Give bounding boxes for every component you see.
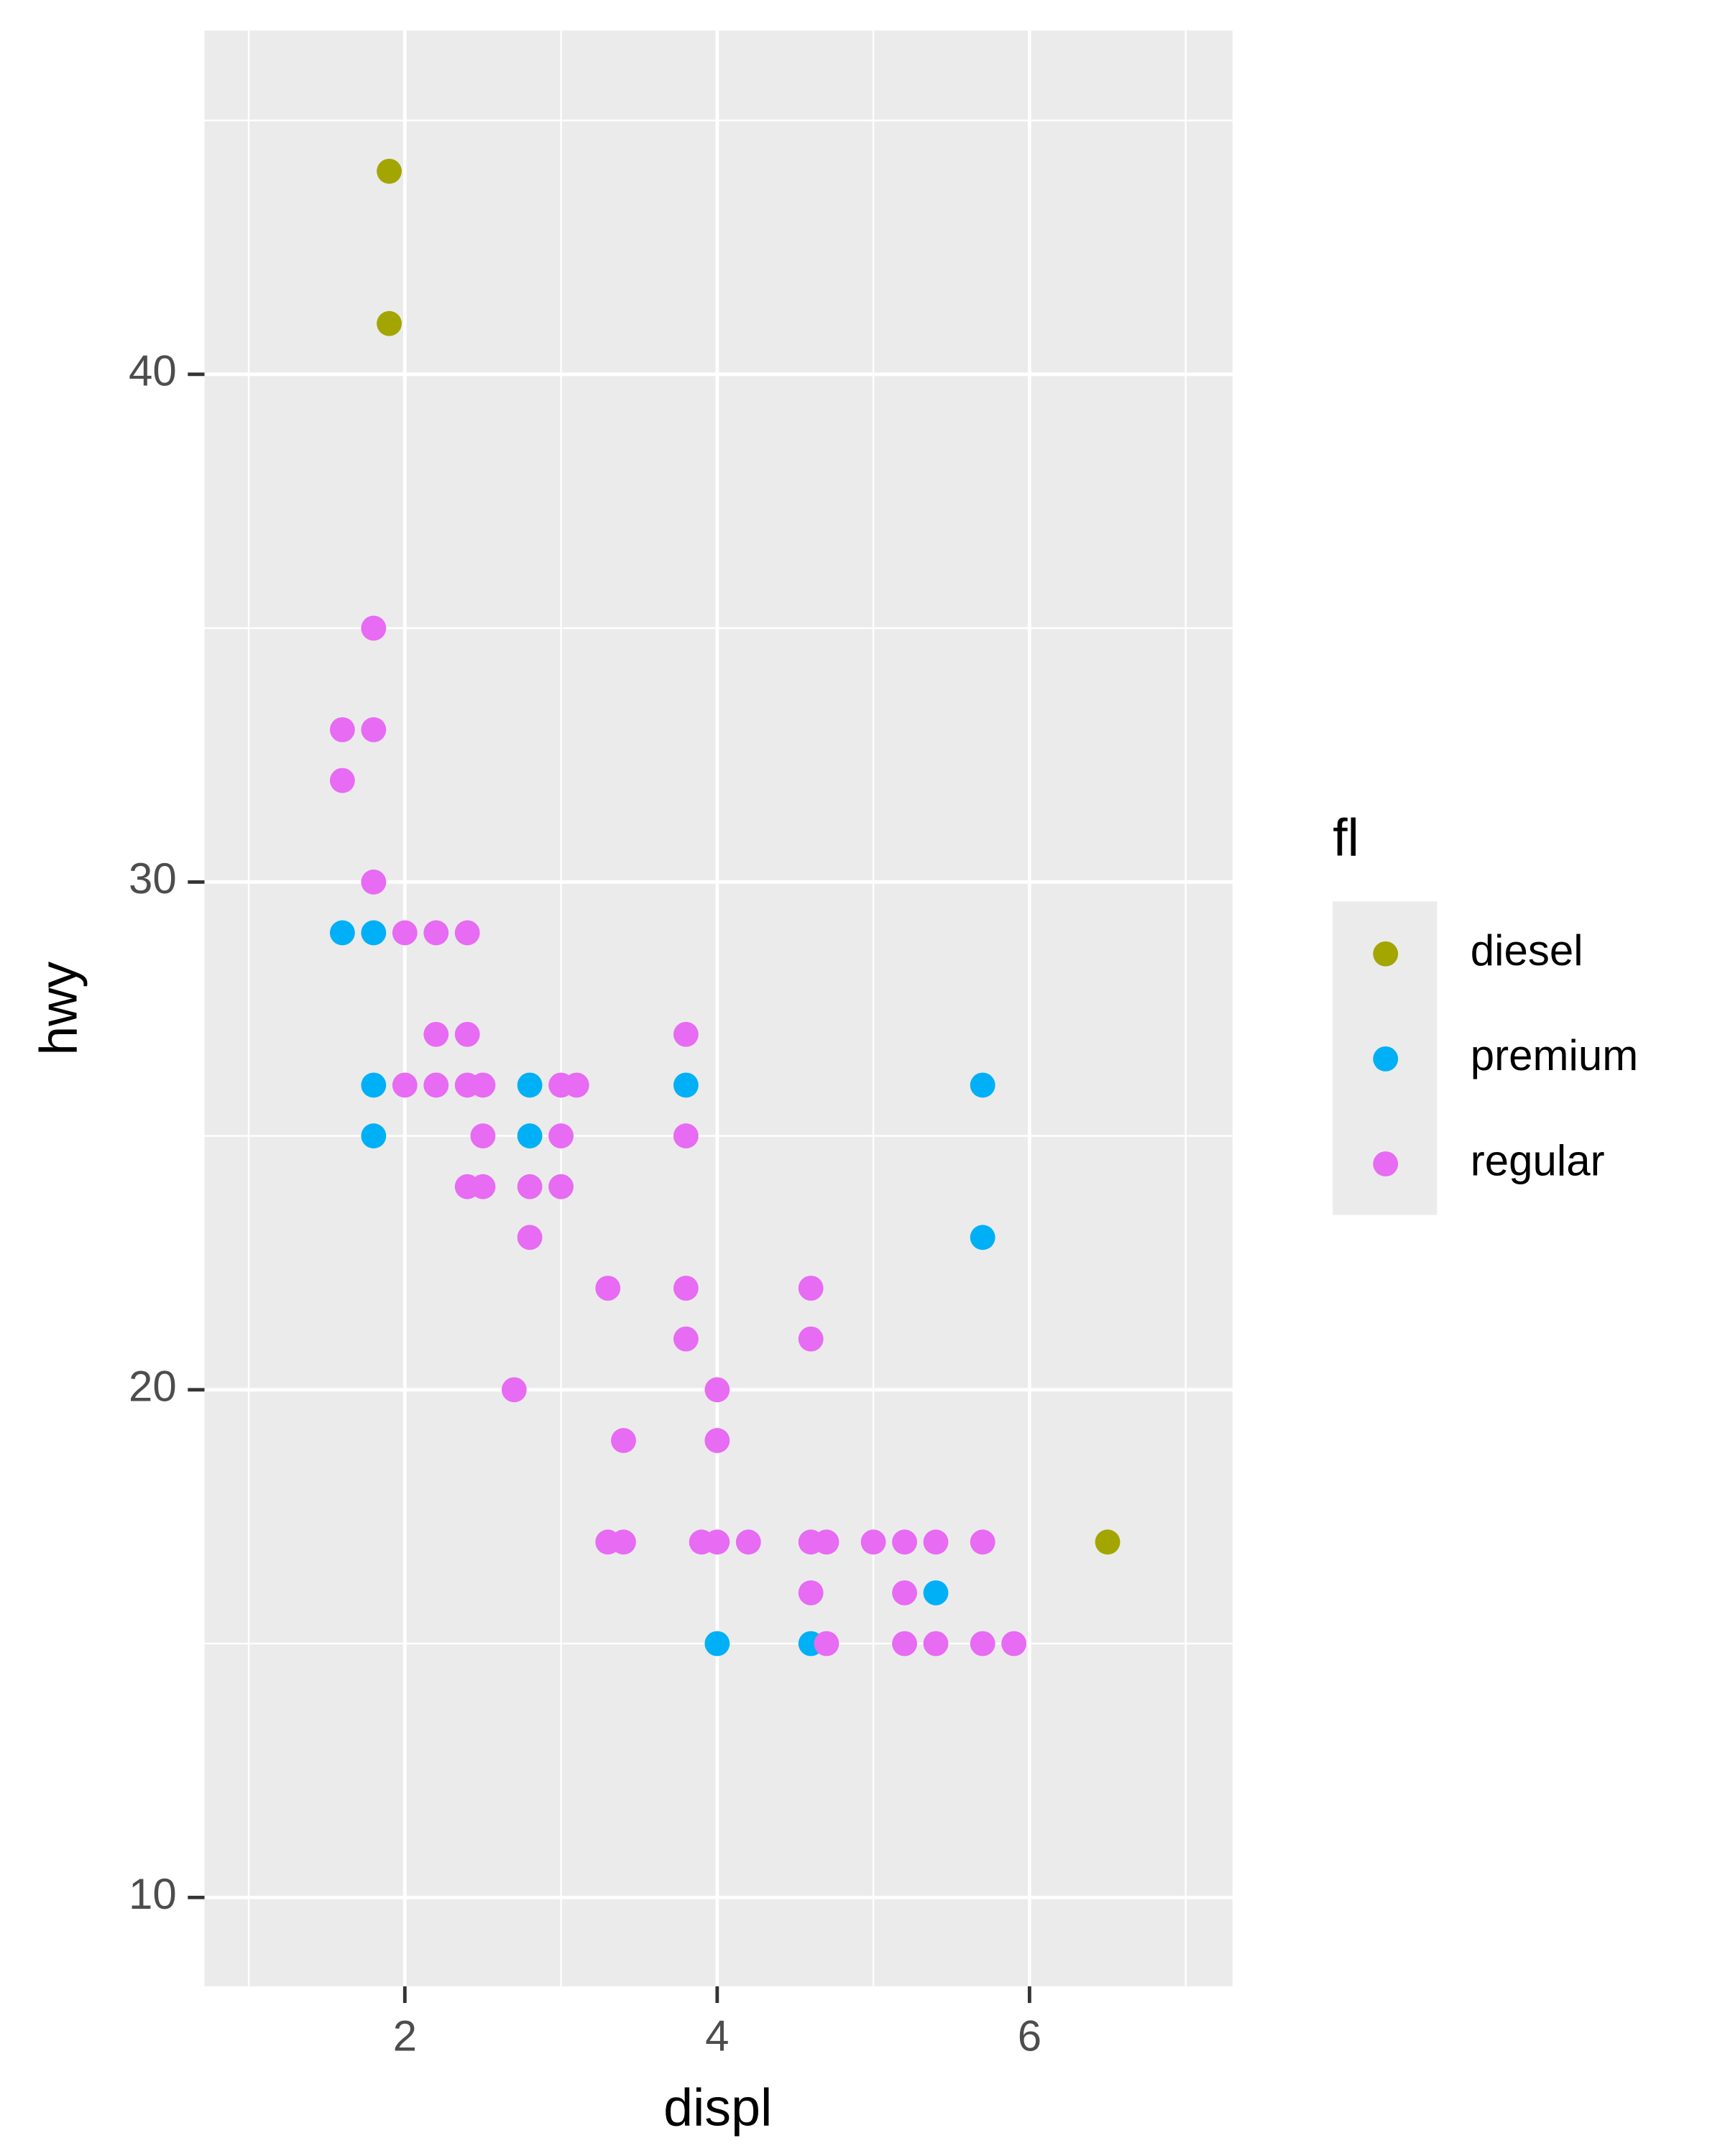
- y-tick-label: 20: [129, 1363, 177, 1411]
- legend-label: diesel: [1471, 926, 1583, 975]
- point: [923, 1580, 949, 1606]
- point: [923, 1631, 949, 1657]
- point: [454, 920, 480, 946]
- point: [798, 1580, 824, 1606]
- point: [454, 1021, 480, 1047]
- point: [517, 1072, 543, 1098]
- point: [814, 1631, 840, 1657]
- point: [517, 1123, 543, 1148]
- point: [735, 1529, 761, 1555]
- point: [611, 1428, 636, 1453]
- point: [392, 920, 418, 946]
- point: [470, 1174, 496, 1199]
- point: [548, 1123, 574, 1148]
- point: [1095, 1529, 1121, 1555]
- x-tick-label: 4: [705, 2012, 729, 2060]
- point: [860, 1529, 886, 1555]
- point: [361, 1123, 387, 1148]
- legend-label: regular: [1471, 1136, 1605, 1184]
- y-tick-label: 40: [129, 347, 177, 395]
- legend-marker: [1373, 941, 1399, 967]
- point: [377, 310, 402, 336]
- x-tick-label: 2: [393, 2012, 417, 2060]
- point: [798, 1276, 824, 1301]
- point: [423, 1072, 449, 1098]
- y-axis-title: hwy: [29, 962, 88, 1056]
- point: [814, 1529, 840, 1555]
- point: [517, 1225, 543, 1250]
- point: [970, 1072, 995, 1098]
- point: [517, 1174, 543, 1199]
- x-axis-title: displ: [663, 2077, 772, 2137]
- point: [673, 1276, 699, 1301]
- point: [798, 1326, 824, 1352]
- y-tick-label: 30: [129, 854, 177, 903]
- legend-marker: [1373, 1151, 1399, 1176]
- point: [361, 920, 387, 946]
- point: [501, 1377, 527, 1403]
- point: [704, 1631, 730, 1657]
- point: [595, 1276, 621, 1301]
- point: [361, 615, 387, 641]
- point: [704, 1428, 730, 1453]
- point: [548, 1174, 574, 1199]
- point: [329, 717, 355, 742]
- point: [423, 1021, 449, 1047]
- point: [377, 158, 402, 184]
- x-tick-label: 6: [1018, 2012, 1041, 2060]
- point: [361, 717, 387, 742]
- point: [361, 869, 387, 895]
- point: [892, 1529, 917, 1555]
- point: [423, 920, 449, 946]
- point: [329, 768, 355, 793]
- legend-label: premium: [1471, 1031, 1638, 1079]
- point: [470, 1123, 496, 1148]
- point: [564, 1072, 589, 1098]
- y-tick-label: 10: [129, 1870, 177, 1918]
- point: [673, 1123, 699, 1148]
- point: [704, 1529, 730, 1555]
- point: [673, 1326, 699, 1352]
- point: [1001, 1631, 1027, 1657]
- point: [923, 1529, 949, 1555]
- point: [892, 1580, 917, 1606]
- point: [329, 920, 355, 946]
- point: [892, 1631, 917, 1657]
- legend-marker: [1373, 1046, 1399, 1072]
- point: [704, 1377, 730, 1403]
- point: [970, 1631, 995, 1657]
- point: [470, 1072, 496, 1098]
- point: [970, 1225, 995, 1250]
- point: [611, 1529, 636, 1555]
- point: [673, 1021, 699, 1047]
- point: [361, 1072, 387, 1098]
- point: [970, 1529, 995, 1555]
- point: [673, 1072, 699, 1098]
- legend-title: fl: [1333, 807, 1359, 867]
- point: [392, 1072, 418, 1098]
